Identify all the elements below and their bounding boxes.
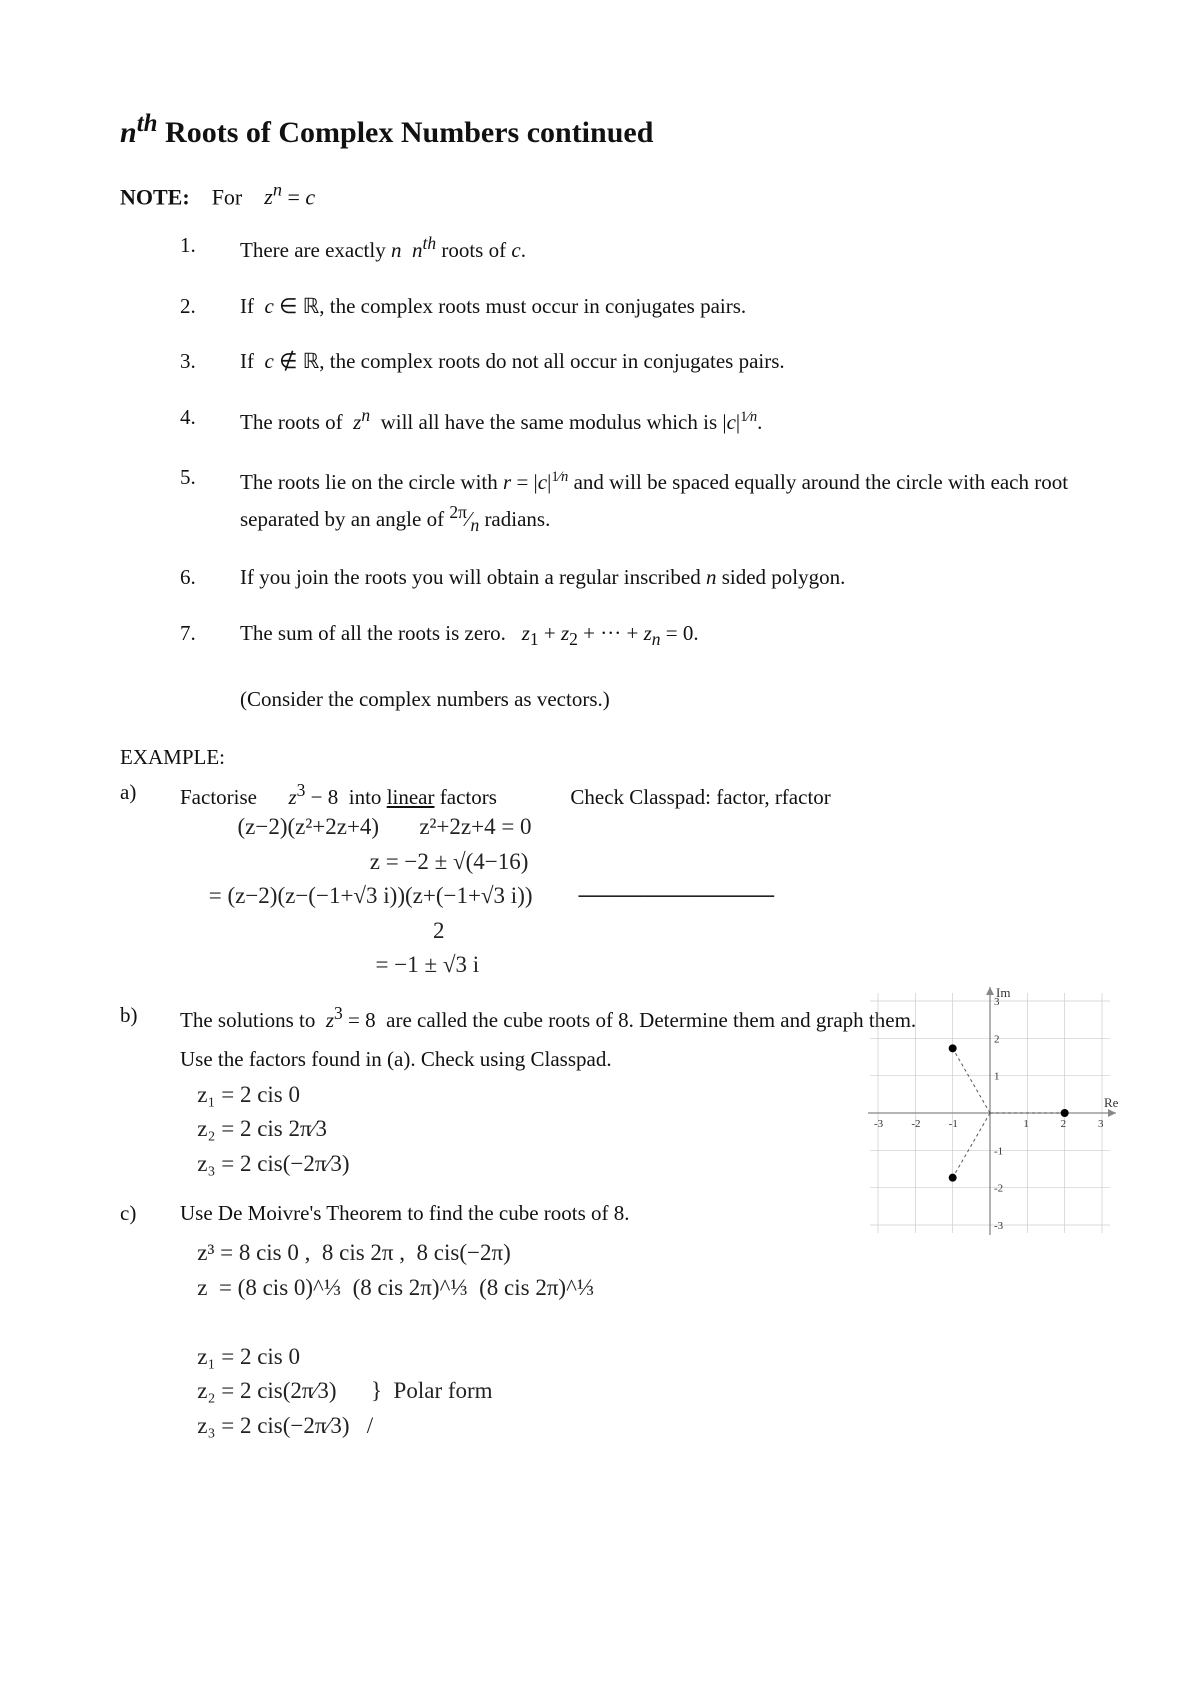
part-a: a) Factorise z3 − 8 into linear factors …: [120, 780, 1100, 983]
svg-text:Re: Re: [1104, 1095, 1119, 1110]
rule-item: If c ∉ ℝ, the complex roots do not all o…: [180, 346, 1100, 378]
part-a-handwriting: (z−2)(z²+2z+4) z²+2z+4 = 0 z = −2 ± √(4−…: [180, 810, 1100, 983]
page-title: nth Roots of Complex Numbers continued: [120, 110, 1100, 150]
rule-item: There are exactly n nth roots of c.: [180, 230, 1100, 267]
note-equation: zn = c: [264, 184, 315, 209]
rule-item: If you join the roots you will obtain a …: [180, 562, 1100, 594]
page: nth Roots of Complex Numbers continued N…: [0, 0, 1200, 1697]
part-c-label: c): [120, 1201, 180, 1226]
svg-text:-2: -2: [994, 1182, 1003, 1194]
svg-text:1: 1: [994, 1070, 1000, 1082]
note-line: NOTE: For zn = c: [120, 180, 1100, 210]
rule-item: The sum of all the roots is zero. z1 + z…: [180, 618, 1100, 715]
svg-text:3: 3: [1098, 1118, 1104, 1130]
part-c-handwriting: z³ = 8 cis 0 , 8 cis 2π , 8 cis(−2π) z =…: [180, 1236, 1100, 1443]
rules-list: There are exactly n nth roots of c. If c…: [180, 230, 1100, 715]
part-c: c) Use De Moivre's Theorem to find the c…: [120, 1201, 1100, 1443]
example-label: EXAMPLE:: [120, 745, 1100, 770]
rule-item: The roots lie on the circle with r = |c|…: [180, 462, 1100, 538]
svg-text:-1: -1: [994, 1145, 1003, 1157]
part-c-text: Use De Moivre's Theorem to find the cube…: [180, 1201, 1100, 1226]
svg-text:2: 2: [994, 1033, 1000, 1045]
rule-item: The roots of zn will all have the same m…: [180, 402, 1100, 439]
note-for: For: [212, 184, 243, 209]
part-a-text: Factorise z3 − 8 into linear factors Che…: [180, 780, 1100, 810]
svg-text:-3: -3: [874, 1118, 884, 1130]
note-label: NOTE:: [120, 184, 190, 209]
svg-text:-1: -1: [949, 1118, 958, 1130]
svg-text:-2: -2: [911, 1118, 920, 1130]
rule-item: If c ∈ ℝ, the complex roots must occur i…: [180, 291, 1100, 323]
svg-text:1: 1: [1023, 1118, 1029, 1130]
svg-text:Im: Im: [996, 985, 1010, 1000]
svg-text:2: 2: [1061, 1118, 1067, 1130]
part-b: b) The solutions to z3 = 8 are called th…: [120, 1003, 1100, 1182]
part-b-label: b): [120, 1003, 180, 1028]
part-a-label: a): [120, 780, 180, 805]
